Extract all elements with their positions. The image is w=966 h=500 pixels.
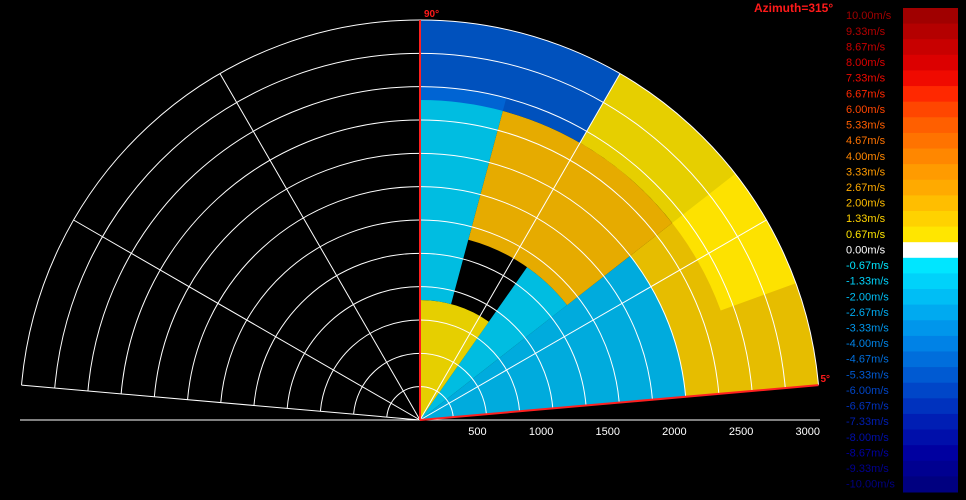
- colorbar-label: -4.00m/s: [846, 338, 889, 350]
- colorbar-swatch: [903, 476, 958, 493]
- velocity-region: [420, 255, 686, 420]
- velocity-region: [420, 267, 568, 420]
- colorbar-label: 0.00m/s: [846, 244, 886, 256]
- colorbar-label: 4.67m/s: [846, 135, 886, 147]
- angle-label-5: 5°: [820, 374, 830, 385]
- colorbar-swatch: [903, 413, 958, 431]
- colorbar-swatch: [903, 23, 958, 40]
- range-tick-label: 1000: [529, 426, 553, 438]
- colorbar-swatch: [903, 70, 958, 87]
- colorbar-label: -5.33m/s: [846, 369, 889, 381]
- colorbar-swatch: [903, 335, 958, 352]
- colorbar-swatch: [903, 210, 958, 228]
- colorbar-swatch: [903, 132, 958, 150]
- colorbar-label: 6.67m/s: [846, 88, 886, 100]
- colorbar-label: -8.00m/s: [846, 432, 889, 444]
- colorbar-label: -7.33m/s: [846, 416, 889, 428]
- colorbar-swatch: [903, 8, 958, 25]
- colorbar-swatch: [903, 86, 958, 103]
- range-tick-label: 3000: [796, 426, 820, 438]
- colorbar-label: -6.67m/s: [846, 401, 889, 413]
- radial-spoke: [419, 219, 767, 421]
- colorbar-label: -8.67m/s: [846, 447, 889, 459]
- colorbar-swatch: [903, 289, 958, 306]
- colorbar-swatch: [903, 179, 958, 196]
- colorbar-label: -6.00m/s: [846, 385, 889, 397]
- colorbar-label: 6.00m/s: [846, 104, 886, 116]
- colorbar: 10.00m/s 9.33m/s 8.67m/s 8.00m/s 7.33m/s 6.67…: [846, 8, 958, 493]
- colorbar-label: -1.33m/s: [846, 276, 889, 288]
- velocity-region: [580, 73, 796, 311]
- colorbar-label: 7.33m/s: [846, 73, 886, 85]
- colorbar-swatch: [903, 226, 958, 243]
- colorbar-label: 8.67m/s: [846, 41, 886, 53]
- colorbar-swatch: [903, 54, 958, 71]
- colorbar-label: -4.67m/s: [846, 354, 889, 366]
- colorbar-swatch: [903, 398, 958, 415]
- colorbar-label: 3.33m/s: [846, 166, 886, 178]
- colorbar-swatch: [903, 351, 958, 368]
- range-tick-label: 2000: [662, 426, 686, 438]
- colorbar-swatch: [903, 39, 958, 56]
- colorbar-label: 2.00m/s: [846, 198, 886, 210]
- colorbar-label: -9.33m/s: [846, 463, 889, 475]
- colorbar-label: 4.00m/s: [846, 151, 886, 163]
- sector-axes: [419, 20, 819, 421]
- colorbar-label: 5.33m/s: [846, 120, 886, 132]
- colorbar-label: 10.00m/s: [846, 10, 892, 22]
- velocity-cells: [420, 19, 819, 420]
- radial-spoke: [219, 73, 421, 421]
- colorbar-swatch: [903, 304, 958, 321]
- colorbar-label: 0.67m/s: [846, 229, 886, 241]
- colorbar-label: -10.00m/s: [846, 479, 895, 491]
- velocity-region: [468, 110, 673, 306]
- colorbar-swatch: [903, 242, 958, 259]
- colorbar-swatch: [903, 117, 958, 134]
- colorbar-swatch: [903, 148, 958, 165]
- colorbar-swatch: [903, 101, 958, 118]
- colorbar-swatch: [903, 273, 958, 290]
- colorbar-swatch: [903, 445, 958, 462]
- colorbar-label: -3.33m/s: [846, 322, 889, 334]
- range-ring: [21, 19, 819, 386]
- colorbar-swatch: [903, 164, 958, 181]
- colorbar-swatch: [903, 320, 958, 337]
- colorbar-label: -0.67m/s: [846, 260, 889, 272]
- colorbar-label: 8.00m/s: [846, 57, 886, 69]
- colorbar-label: 9.33m/s: [846, 26, 886, 38]
- colorbar-swatch: [903, 460, 958, 477]
- range-tick-label: 500: [468, 426, 486, 438]
- velocity-region: [420, 86, 507, 305]
- colorbar-label: -2.67m/s: [846, 307, 889, 319]
- range-tick-label: 2500: [729, 426, 753, 438]
- colorbar-swatch: [903, 257, 958, 274]
- colorbar-swatch: [903, 382, 958, 399]
- colorbar-label: 2.67m/s: [846, 182, 886, 194]
- colorbar-label: -2.00m/s: [846, 291, 889, 303]
- velocity-region: [420, 19, 620, 143]
- range-ticks: 500 1000 1500 2000 2500 3000: [468, 426, 820, 438]
- colorbar-swatch: [903, 429, 958, 446]
- range-tick-label: 1500: [596, 426, 620, 438]
- colorbar-label: 1.33m/s: [846, 213, 886, 225]
- chart-title: Azimuth=315°: [754, 1, 833, 15]
- radial-spoke: [419, 73, 621, 421]
- colorbar-swatch: [903, 367, 958, 384]
- sector-edge-5: [419, 384, 819, 421]
- radial-spoke: [21, 384, 421, 421]
- angle-label-90: 90°: [424, 9, 439, 20]
- radial-spoke: [73, 219, 421, 421]
- colorbar-swatch: [903, 195, 958, 212]
